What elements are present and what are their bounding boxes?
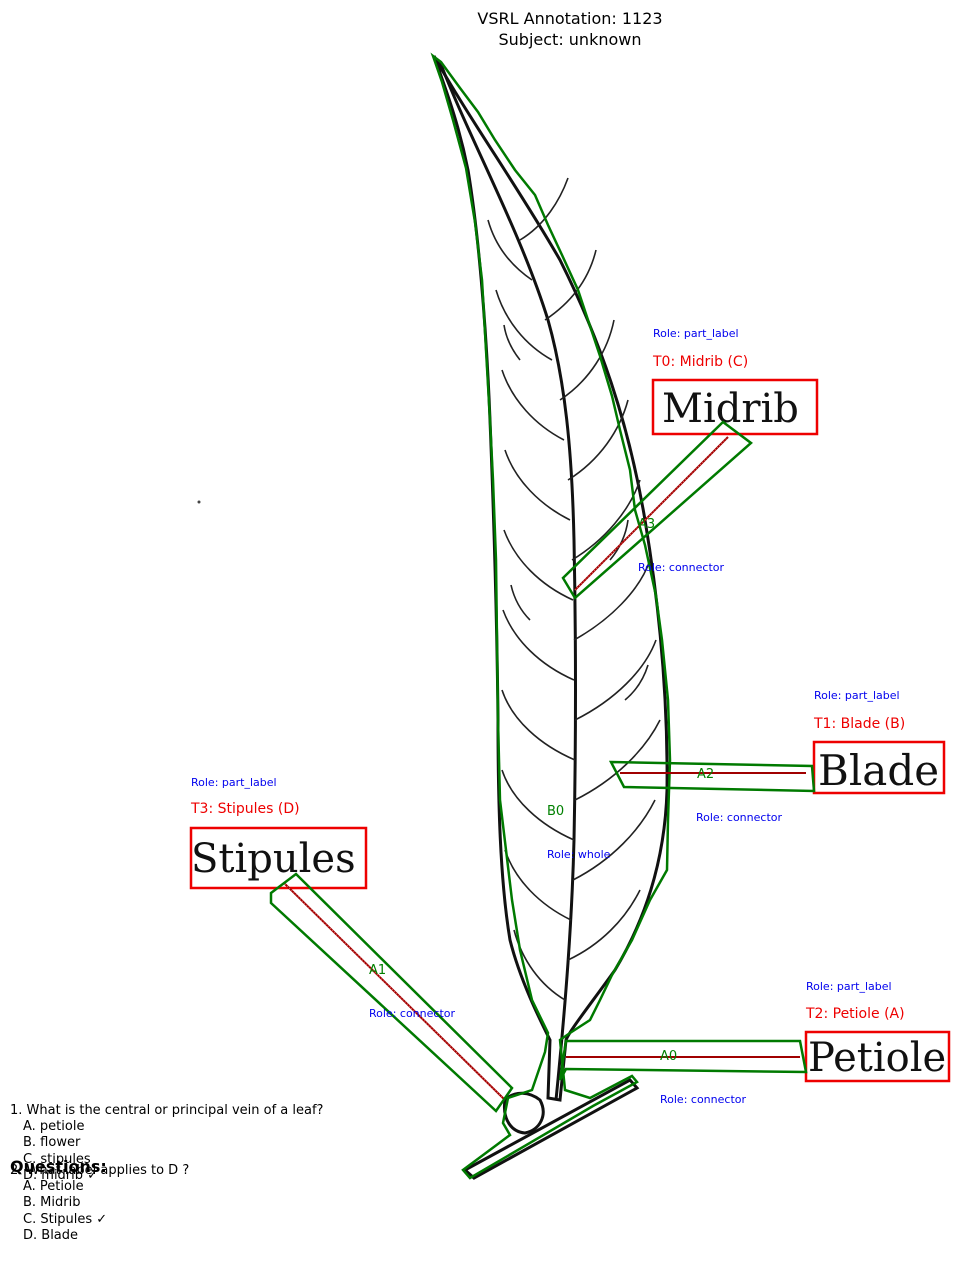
question-1-option: B. flower	[23, 1135, 81, 1150]
arrow-a1-region	[269, 872, 514, 1113]
leaf-stipules	[502, 1091, 545, 1135]
arrow-a0-role: Role: connector	[660, 1093, 746, 1106]
questions-heading: Questions:	[10, 1157, 107, 1176]
midrib-tag: T0: Midrib (C)	[652, 354, 748, 370]
petiole-box	[804, 1030, 951, 1083]
arrow-a1-dots	[284, 883, 506, 1101]
label-midrib: Role: part_label T0: Midrib (C) Midrib	[651, 327, 819, 436]
label-petiole: Role: part_label T2: Petiole (A) Petiole	[804, 980, 951, 1083]
midrib-role: Role: part_label	[653, 327, 739, 340]
blob-name: B0	[547, 804, 564, 819]
arrow-a0-name: A0	[660, 1049, 677, 1064]
arrow-a3-role: Role: connector	[638, 561, 724, 574]
blade-tag: T1: Blade (B)	[813, 716, 905, 732]
question-2-option: C. Stipules ✓	[23, 1212, 107, 1227]
arrow-a3-name: A3	[638, 517, 655, 532]
question-1-text: 1. What is the central or principal vein…	[10, 1103, 323, 1118]
question-2-option: D. Blade	[23, 1228, 78, 1243]
blade-box	[812, 740, 946, 795]
arrow-a2-region	[608, 760, 816, 793]
questions-block: 1. What is the central or principal vein…	[10, 1103, 323, 1243]
leaf-veins	[487, 177, 661, 1001]
title-line-2: Subject: unknown	[499, 30, 642, 49]
whole-leaf-region	[430, 52, 672, 1180]
midrib-box	[651, 378, 819, 436]
arrow-a1-role: Role: connector	[369, 1007, 455, 1020]
arrow-a1-line	[284, 883, 506, 1101]
question-2-text: 2. What label applies to D ?	[10, 1163, 189, 1178]
stipules-word: Stipules	[191, 836, 356, 882]
petiole-tag: T2: Petiole (A)	[805, 1006, 905, 1022]
question-1-option: D. midrib ✓	[23, 1168, 98, 1183]
arrow-a0: A0 Role: connector	[558, 1039, 808, 1106]
midrib-word: Midrib	[662, 386, 799, 432]
arrow-a2: A2 Role: connector	[608, 760, 816, 824]
arrow-a1-name: A1	[369, 963, 386, 978]
question-1-option: C. stipules	[23, 1152, 91, 1167]
arrow-a2-name: A2	[697, 767, 714, 782]
arrow-a1: A1 Role: connector	[269, 872, 514, 1113]
stipules-tag: T3: Stipules (D)	[190, 801, 300, 817]
petiole-role: Role: part_label	[806, 980, 892, 993]
arrow-a3: A3 Role: connector	[561, 420, 753, 600]
title-line-1: VSRL Annotation: 1123	[477, 9, 662, 28]
leaf-midrib	[438, 61, 577, 1101]
question-2-option: B. Midrib	[23, 1195, 80, 1210]
stray-dot	[197, 500, 201, 504]
stipules-role: Role: part_label	[191, 776, 277, 789]
question-2-option: A. Petiole	[23, 1179, 84, 1194]
arrow-a0-region	[558, 1039, 808, 1081]
label-blade: Role: part_label T1: Blade (B) Blade	[812, 689, 946, 795]
blade-word: Blade	[818, 746, 939, 795]
arrow-a3-dots	[574, 436, 729, 591]
petiole-word: Petiole	[808, 1035, 946, 1081]
blade-role: Role: part_label	[814, 689, 900, 702]
label-stipules: Role: part_label T3: Stipules (D) Stipul…	[189, 776, 368, 890]
arrow-a2-role: Role: connector	[696, 811, 782, 824]
question-1-option: A. petiole	[23, 1119, 84, 1134]
arrow-a3-region	[561, 420, 753, 600]
blob-role: Role: whole	[547, 848, 611, 861]
